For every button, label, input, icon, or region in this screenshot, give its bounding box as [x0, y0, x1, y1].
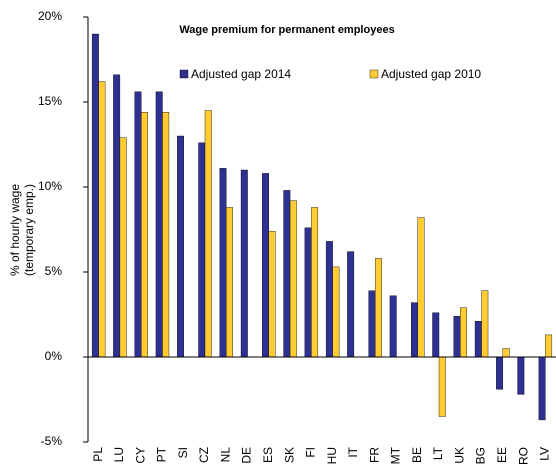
bar	[91, 33, 99, 358]
x-tick-label: UK	[452, 447, 466, 464]
bar	[304, 227, 312, 358]
bar	[432, 312, 440, 358]
chart-title: Wage premium for permanent employees	[179, 24, 394, 36]
x-tick-label: LU	[112, 447, 126, 462]
bar	[219, 168, 227, 358]
x-tick-label: RO	[516, 447, 530, 465]
legend-swatch	[369, 69, 379, 79]
x-tick-label: SI	[176, 447, 190, 458]
y-tick-label: -5%	[41, 434, 63, 448]
bar	[119, 137, 127, 358]
bar	[347, 251, 355, 358]
x-tick-label: FI	[304, 447, 318, 458]
x-tick-label: BG	[474, 447, 488, 464]
bar	[374, 258, 382, 358]
x-tick-label: IT	[346, 446, 360, 457]
bar	[411, 302, 418, 358]
x-tick-label: LT	[431, 446, 445, 460]
bar	[240, 169, 248, 358]
bar	[262, 173, 270, 358]
x-tick-label: LV	[538, 447, 552, 461]
bar	[204, 110, 212, 358]
x-tick-label: PL	[91, 447, 105, 462]
x-tick-label: SK	[282, 447, 296, 463]
y-tick-label: 15%	[38, 94, 62, 108]
bar	[460, 307, 467, 358]
bar	[496, 356, 504, 390]
y-axis-label: % of hourly wage	[8, 184, 22, 276]
bar	[538, 356, 546, 421]
x-tick-label: CZ	[197, 447, 211, 463]
bar	[481, 290, 489, 358]
y-tick-label: 5%	[45, 264, 63, 278]
bar	[289, 200, 297, 358]
legend-label: Adjusted gap 2014	[191, 67, 291, 81]
y-tick-label: 0%	[45, 349, 63, 363]
x-tick-label: CY	[133, 447, 147, 464]
bar	[332, 266, 340, 358]
bar	[98, 81, 106, 358]
bar	[283, 190, 291, 358]
y-tick-label: 20%	[38, 9, 62, 23]
y-tick-label: 10%	[38, 179, 62, 193]
x-tick-label: ES	[261, 447, 275, 463]
bar	[417, 217, 425, 358]
bar	[177, 135, 184, 358]
bar	[134, 91, 142, 358]
bar	[325, 241, 333, 358]
x-tick-label: HU	[325, 447, 339, 464]
bar	[453, 316, 461, 358]
bar	[545, 334, 553, 358]
legend-label: Adjusted gap 2010	[381, 67, 481, 81]
legend-swatch	[179, 69, 189, 79]
bar	[155, 91, 163, 358]
x-tick-label: DE	[240, 447, 254, 464]
bar	[226, 207, 233, 358]
bar	[368, 290, 376, 358]
bar	[517, 356, 525, 395]
x-tick-label: BE	[410, 447, 424, 463]
bar	[389, 295, 397, 358]
bar	[162, 111, 170, 358]
y-axis-label: (temporary emp.)	[22, 184, 36, 276]
bar	[113, 74, 121, 358]
x-tick-label: NL	[218, 447, 232, 463]
bar	[198, 142, 206, 358]
bar	[268, 230, 276, 358]
x-tick-label: MT	[389, 446, 403, 464]
bar	[502, 348, 510, 358]
x-tick-label: FR	[367, 447, 381, 463]
x-tick-label: EE	[495, 447, 509, 463]
bar	[140, 111, 148, 358]
x-tick-label: PT	[155, 446, 169, 462]
bar	[438, 356, 446, 417]
bar	[311, 207, 319, 358]
bar	[474, 321, 482, 358]
